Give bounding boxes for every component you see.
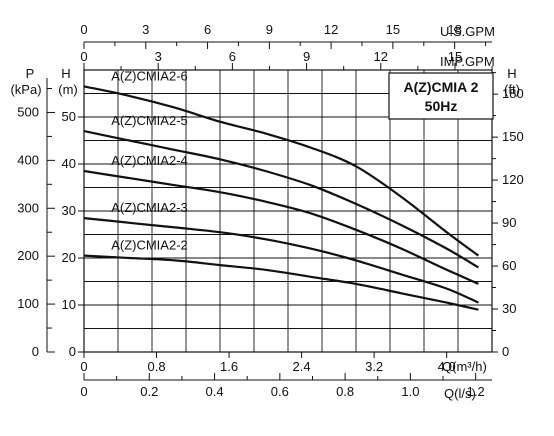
pressure-tick-label: 300	[17, 200, 39, 215]
usgpm-tick-label: 15	[386, 22, 400, 37]
curve-line	[83, 169, 479, 285]
impgpm-tick-label: 0	[80, 49, 87, 64]
curve-label: A(Z)CMIA2-2	[111, 238, 188, 253]
curve-label: A(Z)CMIA2-6	[111, 68, 188, 83]
head-ft-tick-label: 150	[502, 129, 524, 144]
q-ls-tick-label: 0.2	[140, 384, 158, 399]
head-ft-tick-label: 30	[502, 301, 516, 316]
q-ls-axis-label: Q(l/s)	[444, 386, 476, 401]
head-m-tick-label: 50	[62, 109, 76, 124]
pressure-tick-label: 200	[17, 248, 39, 263]
q-m3h-tick-label: 4.0	[438, 359, 456, 374]
head-m-tick-label: 10	[62, 297, 76, 312]
usgpm-tick-label: 12	[324, 22, 338, 37]
impgpm-tick-label: 15	[448, 49, 462, 64]
pressure-unit-label: (kPa)	[10, 82, 41, 97]
head-ft-tick-label: 90	[502, 215, 516, 230]
curve-label: A(Z)CMIA2-5	[111, 113, 188, 128]
pressure-axis-label: P	[26, 66, 35, 81]
q-m3h-tick-label: 2.4	[293, 359, 311, 374]
plot-grid	[83, 69, 493, 353]
q-ls-tick-label: 0.8	[336, 384, 354, 399]
head-ft-tick-label: 180	[502, 86, 524, 101]
head-m-unit-label: (m)	[58, 82, 78, 97]
q-ls-tick-label: 0.4	[206, 384, 224, 399]
pressure-tick-label: 0	[32, 344, 39, 359]
q-ls-tick-label: 0.6	[271, 384, 289, 399]
curve-label: A(Z)CMIA2-4	[111, 153, 188, 168]
chart-subtitle: 50Hz	[425, 98, 458, 114]
head-ft-tick-label: 60	[502, 258, 516, 273]
usgpm-tick-label: 9	[266, 22, 273, 37]
usgpm-tick-label: 18	[447, 22, 461, 37]
usgpm-tick-label: 6	[204, 22, 211, 37]
impgpm-tick-label: 3	[155, 49, 162, 64]
curve-label: A(Z)CMIA2-3	[111, 200, 188, 215]
curve-line	[83, 217, 479, 304]
q-ls-tick-label: 0	[80, 384, 87, 399]
q-ls-tick-label: 1.2	[467, 384, 485, 399]
head-m-tick-label: 20	[62, 250, 76, 265]
plot-axes	[46, 41, 498, 381]
pressure-tick-label: 100	[17, 296, 39, 311]
q-m3h-tick-label: 3.2	[365, 359, 383, 374]
head-ft-unit-label: (ft)	[504, 82, 520, 97]
head-ft-tick-label: 120	[502, 172, 524, 187]
q-m3h-tick-label: 0.8	[147, 359, 165, 374]
head-ft-tick-label: 0	[502, 344, 509, 359]
q-m3h-axis-label: Q(m³/h)	[442, 359, 487, 374]
title-box	[388, 72, 494, 120]
q-m3h-tick-label: 0	[80, 359, 87, 374]
curve-line	[83, 130, 479, 269]
impgpm-tick-label: 12	[374, 49, 388, 64]
usgpm-tick-label: 0	[80, 22, 87, 37]
chart-title: A(Z)CMIA 2	[404, 79, 479, 95]
impgpm-axis-label: IMP.GPM	[440, 54, 495, 69]
usgpm-axis-label: U.S.GPM	[440, 24, 495, 39]
tick-labels: 0102030405001002003004005000306090120150…	[17, 22, 523, 399]
pressure-tick-label: 400	[17, 152, 39, 167]
impgpm-tick-label: 9	[303, 49, 310, 64]
impgpm-tick-label: 6	[229, 49, 236, 64]
curve-line	[83, 254, 479, 311]
curve-line	[83, 85, 480, 257]
q-m3h-tick-label: 1.6	[220, 359, 238, 374]
pressure-tick-label: 500	[17, 104, 39, 119]
pump-curves: A(Z)CMIA2-6 A(Z)CMIA2-5 A(Z)CMIA2-4 A(Z)CMI…	[83, 68, 480, 311]
head-m-tick-label: 0	[69, 344, 76, 359]
head-m-tick-label: 30	[62, 203, 76, 218]
usgpm-tick-label: 3	[142, 22, 149, 37]
head-m-axis-label: H	[61, 66, 70, 81]
head-ft-axis-label: H	[507, 66, 516, 81]
q-ls-tick-label: 1.0	[401, 384, 419, 399]
head-m-tick-label: 40	[62, 156, 76, 171]
